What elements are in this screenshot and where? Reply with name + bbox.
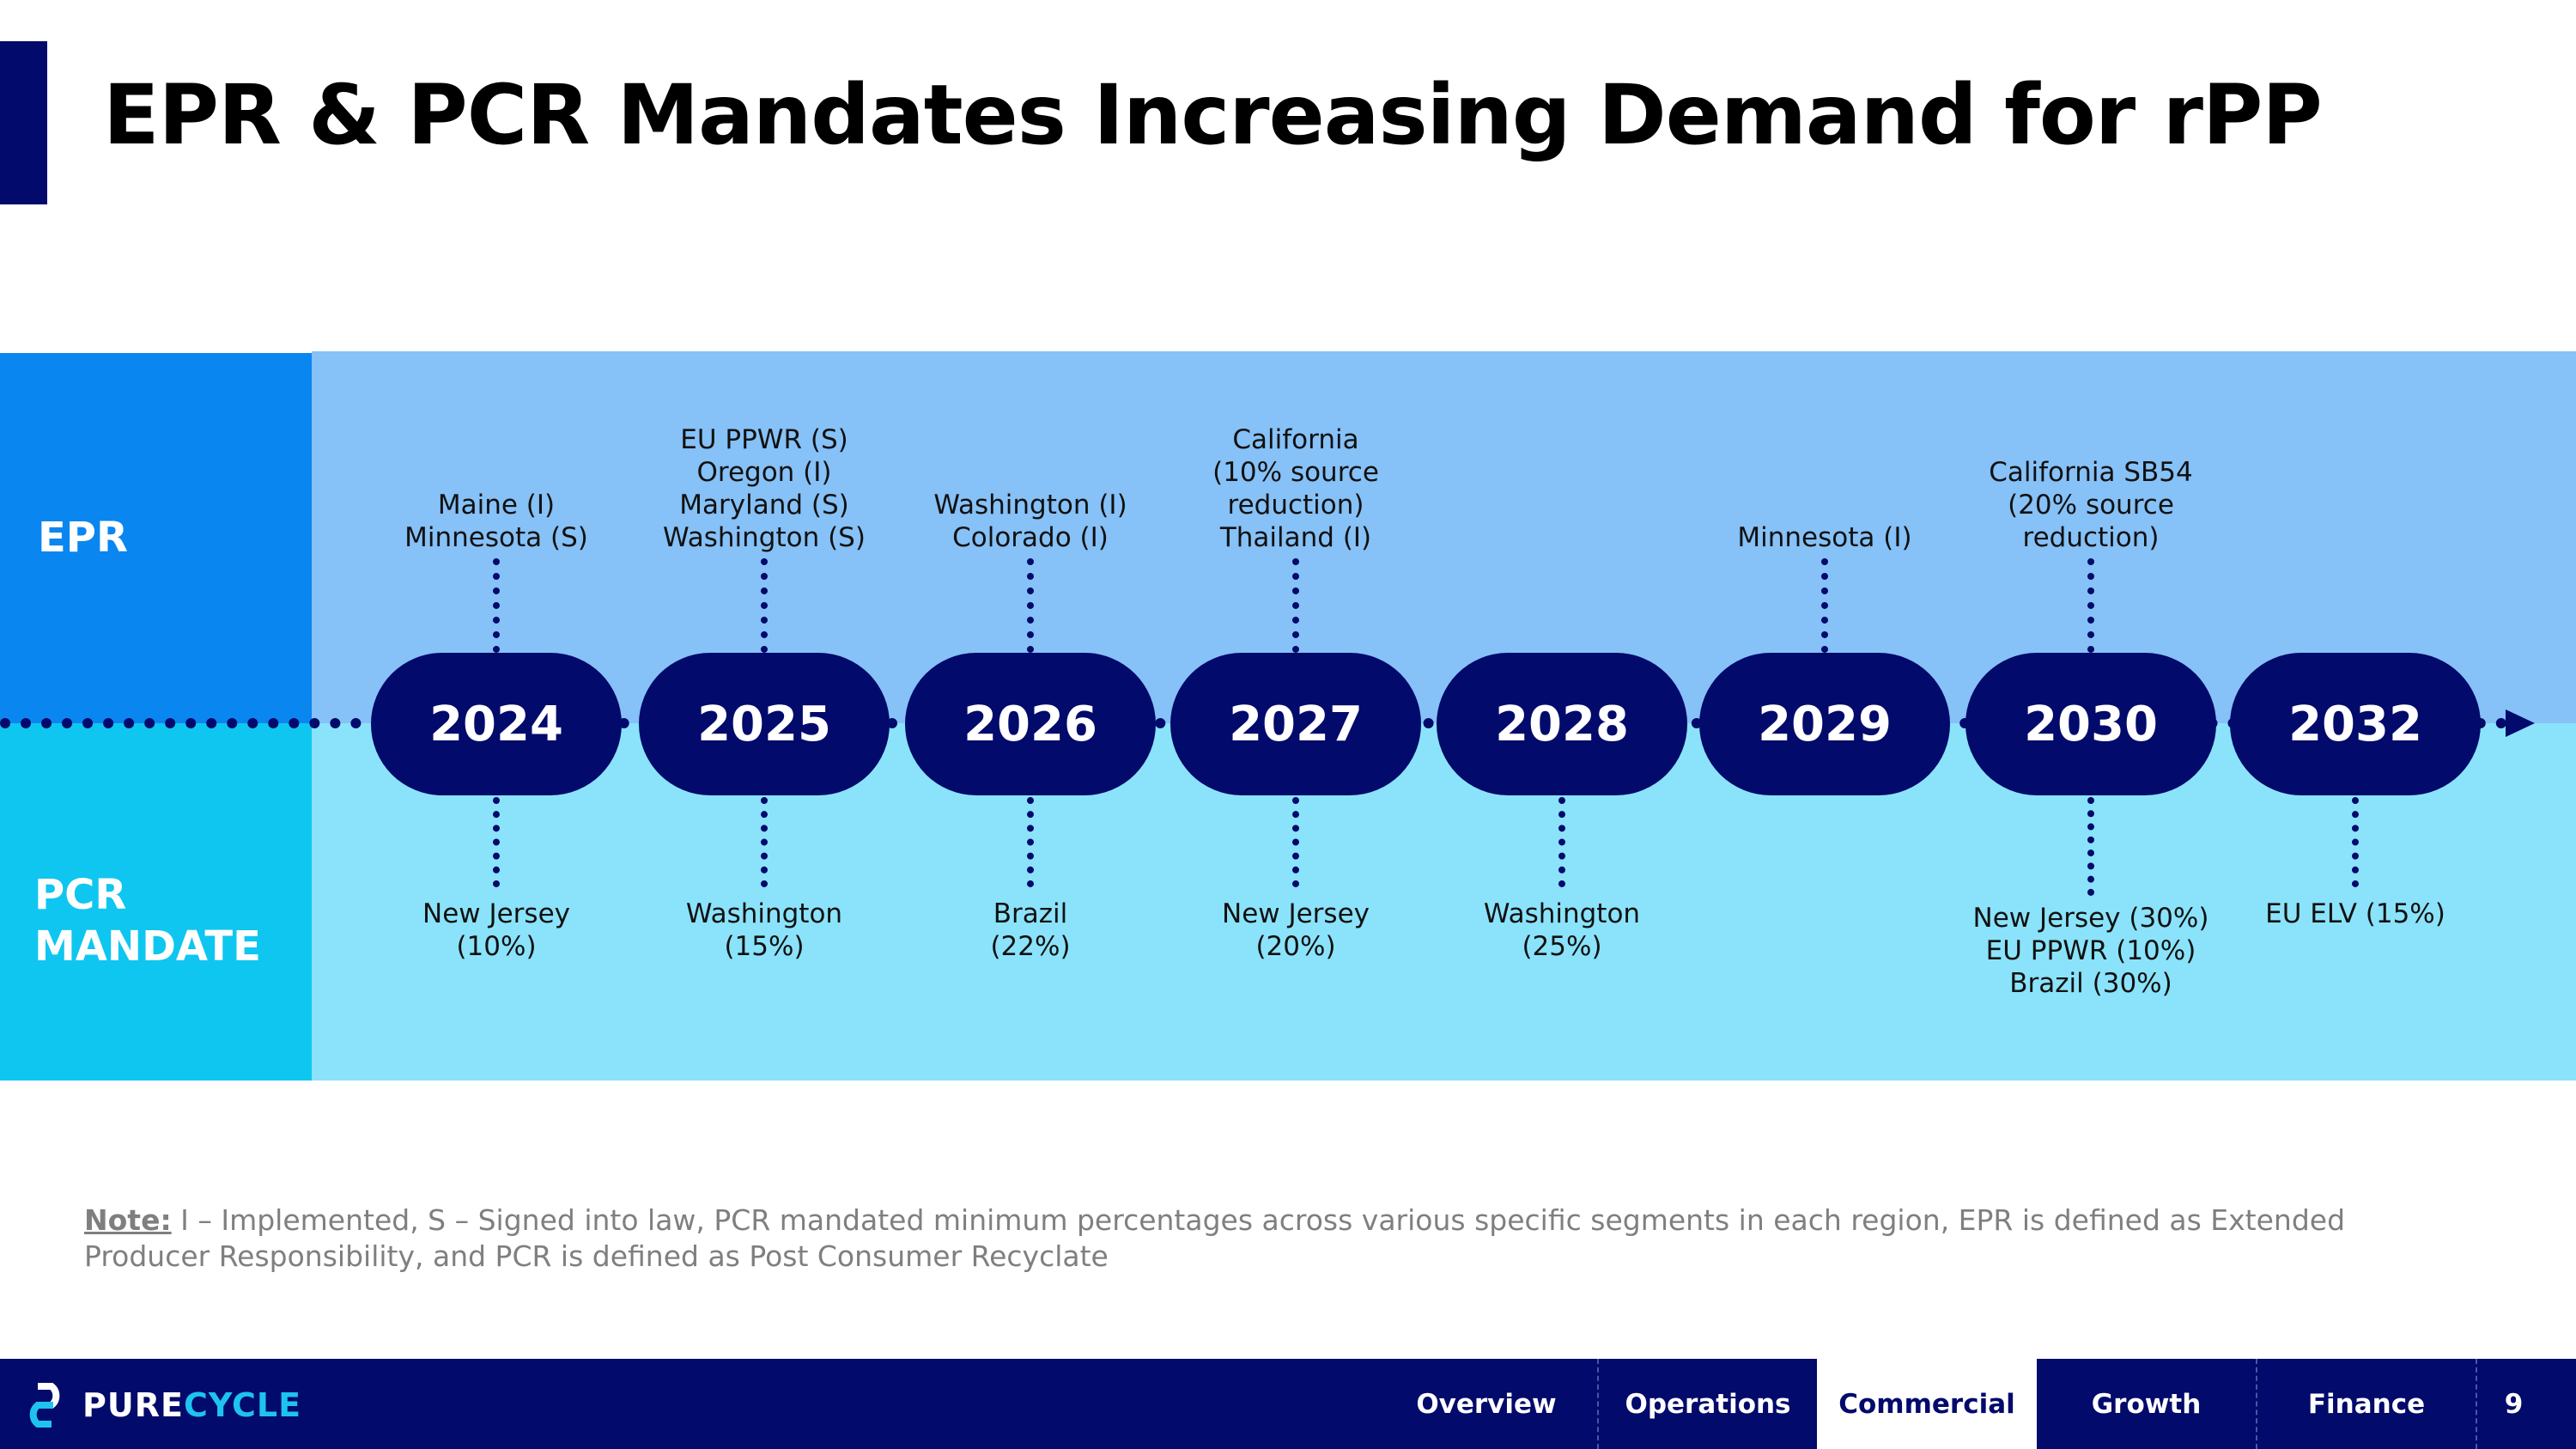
year-marker: 2027: [1170, 653, 1421, 795]
pcr-event-line: (15%): [724, 931, 805, 962]
epr-connector: [2087, 558, 2094, 653]
pcr-event-line: New Jersey (30%): [1972, 903, 2209, 934]
pcr-mandate-label: PCR MANDATE: [34, 869, 261, 972]
year-marker: 2028: [1437, 653, 1687, 795]
logo-text-cycle: CYCLE: [183, 1386, 302, 1424]
pcr-event-line: EU PPWR (10%): [1985, 935, 2196, 966]
pcr-event-line: EU ELV (15%): [2265, 898, 2445, 929]
note-label: Note:: [84, 1203, 172, 1237]
pcr-label-line2: MANDATE: [34, 922, 261, 971]
epr-event-line: Washington (I): [933, 490, 1127, 521]
pcr-connector: [493, 797, 500, 887]
pcr-connector: [2087, 797, 2094, 896]
epr-event-label: California SB54 (20% source reduction): [1919, 456, 2263, 554]
footer-bar: [0, 1359, 2576, 1449]
epr-event-line: Colorado (I): [952, 522, 1109, 553]
epr-event-line: (20% source: [2008, 490, 2174, 521]
epr-row-header: [0, 353, 312, 723]
page-title: EPR & PCR Mandates Increasing Demand for…: [103, 67, 2323, 163]
tab-divider: [2256, 1359, 2257, 1449]
epr-event-line: reduction): [1227, 490, 1364, 521]
page-number: 9: [2504, 1388, 2524, 1420]
pcr-event-label: EU ELV (15%): [2184, 898, 2527, 930]
tab-growth[interactable]: Growth: [2091, 1388, 2202, 1420]
year-marker: 2025: [639, 653, 890, 795]
epr-label: EPR: [38, 514, 128, 562]
pcr-event-line: Washington: [685, 898, 843, 929]
epr-event-line: (10% source: [1212, 457, 1379, 488]
pcr-event-line: (25%): [1522, 931, 1602, 962]
footnote: Note: I – Implemented, S – Signed into l…: [84, 1202, 2403, 1275]
pcr-event-label: New Jersey (30%) EU PPWR (10%) Brazil (30%…: [1919, 902, 2263, 1000]
epr-event-line: Minnesota (S): [404, 522, 588, 553]
pcr-event-line: Washington: [1483, 898, 1641, 929]
pcr-event-line: (20%): [1255, 931, 1336, 962]
year-marker: 2032: [2230, 653, 2481, 795]
epr-connector: [493, 558, 500, 653]
epr-event-line: California SB54: [1989, 457, 2193, 488]
title-accent-bar: [0, 41, 47, 204]
epr-event-label: California (10% source reduction) Thailand …: [1124, 423, 1467, 554]
purecycle-logo-icon: [29, 1383, 60, 1428]
epr-event-label: Minnesota (I): [1653, 521, 1996, 554]
pcr-connector: [1558, 797, 1565, 887]
pcr-event-line: New Jersey: [1222, 898, 1370, 929]
epr-event-line: Thailand (I): [1219, 522, 1372, 553]
pcr-connector: [1292, 797, 1299, 887]
note-text: I – Implemented, S – Signed into law, PC…: [84, 1203, 2346, 1273]
pcr-event-line: New Jersey: [422, 898, 570, 929]
pcr-event-label: Brazil (22%): [859, 898, 1202, 963]
epr-event-line: Minnesota (I): [1737, 522, 1912, 553]
pcr-connector: [2352, 797, 2359, 887]
pcr-event-label: New Jersey (20%): [1124, 898, 1467, 963]
timeline-arrow-icon: [2506, 709, 2535, 737]
pcr-event-label: Washington (25%): [1390, 898, 1734, 963]
epr-connector: [1292, 558, 1299, 653]
year-marker: 2026: [905, 653, 1156, 795]
epr-event-line: California: [1232, 424, 1359, 455]
epr-connector: [1821, 558, 1828, 653]
tab-overview[interactable]: Overview: [1416, 1388, 1557, 1420]
pcr-event-line: (22%): [990, 931, 1071, 962]
tab-commercial[interactable]: Commercial: [1817, 1359, 2037, 1449]
epr-connector: [761, 558, 768, 653]
logo-text-pure: PURE: [82, 1386, 184, 1424]
epr-event-line: Oregon (I): [696, 457, 832, 488]
pcr-event-line: Brazil (30%): [2009, 968, 2172, 999]
tab-operations[interactable]: Operations: [1625, 1388, 1791, 1420]
pcr-event-line: (10%): [456, 931, 537, 962]
pcr-row-header: [0, 723, 312, 1081]
epr-event-line: EU PPWR (S): [680, 424, 848, 455]
tab-divider: [1597, 1359, 1599, 1449]
epr-connector: [1027, 558, 1034, 653]
epr-event-line: Maryland (S): [679, 490, 849, 521]
pcr-label-line1: PCR: [34, 871, 127, 919]
year-marker: 2029: [1699, 653, 1950, 795]
tab-divider: [2476, 1359, 2477, 1449]
epr-event-line: Washington (S): [663, 522, 866, 553]
pcr-event-label: Washington (15%): [592, 898, 936, 963]
epr-event-label: EU PPWR (S) Oregon (I) Maryland (S) Washing…: [592, 423, 936, 554]
epr-event-line: Maine (I): [437, 490, 556, 521]
epr-event-line: reduction): [2022, 522, 2160, 553]
tab-finance[interactable]: Finance: [2307, 1388, 2426, 1420]
pcr-event-line: Brazil: [993, 898, 1068, 929]
epr-event-label: Maine (I) Minnesota (S): [325, 489, 668, 554]
pcr-connector: [761, 797, 768, 887]
pcr-connector: [1027, 797, 1034, 887]
purecycle-logo: PURECYCLE: [19, 1379, 301, 1431]
pcr-event-label: New Jersey (10%): [325, 898, 668, 963]
year-marker: 2030: [1965, 653, 2216, 795]
year-marker: 2024: [371, 653, 622, 795]
epr-event-label: Washington (I) Colorado (I): [859, 489, 1202, 554]
